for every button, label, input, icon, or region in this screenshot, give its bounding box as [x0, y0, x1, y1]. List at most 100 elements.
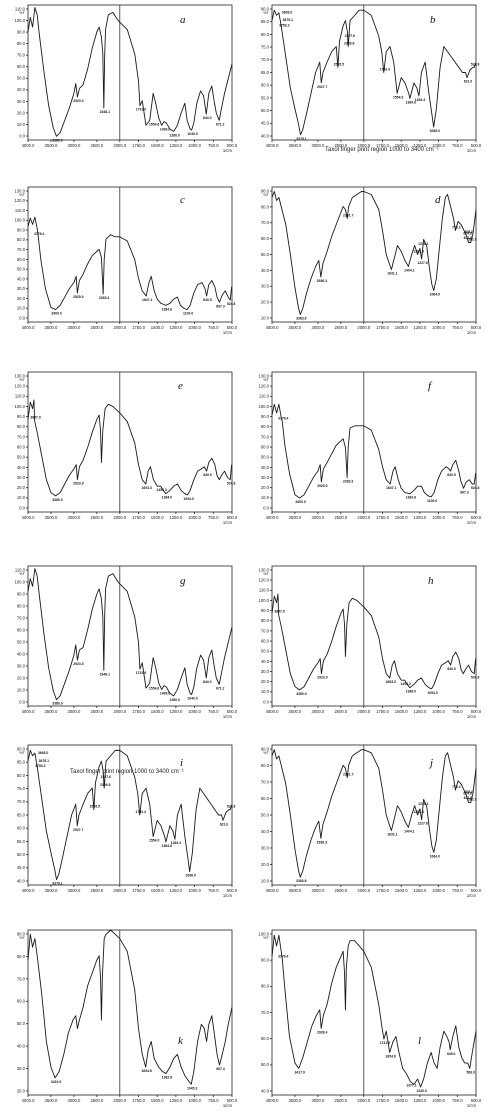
x-tick-label: 750.0 — [452, 143, 463, 148]
peak-label: 1064.0 — [430, 854, 440, 858]
x-tick-label: 3500.0 — [289, 888, 302, 893]
peak-label: 524.8 — [227, 805, 236, 809]
y-tick-label: 130.0 — [15, 373, 26, 378]
y-tick-label: 80.0 — [17, 773, 26, 778]
spectrum-line — [271, 934, 477, 1088]
peak-label: 1653.3 — [142, 486, 152, 490]
panel-letter-i: i — [180, 757, 184, 769]
y-tick-label: 90.0 — [17, 931, 26, 936]
y-tick-label: 70.0 — [17, 615, 26, 620]
x-tick-label: 3500.0 — [45, 515, 58, 520]
x-tick-label: 2500.0 — [90, 709, 103, 714]
chart-svg-a: 110.0 100.0 90.0 80.0 70.0 60.0 50.0 40.0 30.0 20… — [15, 4, 238, 153]
y-tick-label: 90.0 — [17, 591, 26, 596]
spectrum-line — [27, 568, 233, 701]
x-tick-label: 2500.0 — [334, 515, 347, 520]
x-tick-label: 1000.0 — [432, 1098, 445, 1103]
y-tick-label: 70.0 — [261, 434, 270, 439]
x-tick-label: 500.0 — [227, 515, 238, 520]
y-tick-label: 55.0 — [261, 95, 270, 100]
spectrum-line — [271, 9, 477, 136]
x-tick-label: 3000.0 — [311, 325, 324, 330]
x-tick-label: 1500.0 — [151, 888, 164, 893]
x-tick-label: 2500.0 — [334, 888, 347, 893]
peak-label: 3379.1 — [296, 137, 306, 141]
y-tick-label: 30.0 — [261, 284, 270, 289]
y-tick-label: 40.0 — [261, 1088, 270, 1093]
x-axis-unit: 1/cm — [223, 330, 233, 335]
peak-label: 844.0 — [203, 116, 212, 120]
y-tick-label: 70.0 — [17, 434, 26, 439]
y-tick-label: 100.0 — [15, 579, 26, 584]
x-tick-label: 1250.0 — [169, 515, 182, 520]
x-tick-label: 500.0 — [227, 1098, 238, 1103]
peak-label: 1066.0 — [185, 874, 195, 878]
peak-label: 840.5 — [447, 473, 456, 477]
peak-label: 3380.0 — [52, 138, 62, 142]
x-tick-label: 1750.0 — [132, 1098, 145, 1103]
y-tick-label: 90.0 — [261, 6, 270, 11]
x-axis-unit: 1/cm — [223, 714, 233, 719]
x-tick-label: 1500.0 — [395, 325, 408, 330]
y-tick-label: 70.0 — [261, 628, 270, 633]
x-tick-label: 2000.0 — [357, 143, 370, 148]
peak-label: 2927.7 — [73, 828, 83, 832]
peak-label: 3676.1 — [39, 759, 49, 763]
y-tick-label: 0.0 — [263, 699, 269, 704]
x-tick-label: 2000.0 — [357, 325, 370, 330]
x-tick-label: 4000.0 — [266, 143, 279, 148]
x-tick-label: 500.0 — [471, 325, 482, 330]
y-tick-label: 80.0 — [261, 32, 270, 37]
x-tick-label: 3500.0 — [45, 888, 58, 893]
y-tick-label: 10.0 — [261, 315, 270, 320]
y-tick-label: 80.0 — [261, 618, 270, 623]
peak-label: 624.8 — [463, 232, 472, 236]
peak-label: 1227.6 — [417, 261, 427, 265]
x-tick-label: 1500.0 — [395, 709, 408, 714]
x-axis-unit: 1/cm — [223, 148, 233, 153]
y-tick-label: 10.0 — [17, 687, 26, 692]
x-tick-label: 1750.0 — [132, 888, 145, 893]
y-tick-label: 90.0 — [261, 188, 270, 193]
y-tick-label: 45.0 — [261, 121, 270, 126]
x-tick-label: 1250.0 — [413, 143, 426, 148]
y-tick-label: 60.0 — [17, 64, 26, 69]
x-tick-label: 3000.0 — [311, 143, 324, 148]
y-tick-label: 60.0 — [17, 257, 26, 262]
y-tick-label: 50.0 — [17, 1021, 26, 1026]
peak-label: 608.0 — [465, 790, 474, 794]
y-tick-label: 100.0 — [259, 404, 270, 409]
peak-label: 1281.4 — [413, 250, 423, 254]
x-tick-label: 1500.0 — [151, 325, 164, 330]
y-axis-label: %T — [263, 10, 270, 15]
y-tick-label: 50.0 — [17, 455, 26, 460]
peak-label: 3380.0 — [52, 498, 62, 502]
x-tick-label: 3000.0 — [311, 709, 324, 714]
peak-label: 2565.5 — [334, 62, 344, 66]
y-tick-label: 60.0 — [17, 826, 26, 831]
panel-letter-h: h — [428, 575, 434, 587]
x-tick-label: 1750.0 — [376, 709, 389, 714]
peak-label: 2339.8 — [100, 783, 110, 787]
x-tick-label: 1500.0 — [151, 709, 164, 714]
y-tick-label: 65.0 — [17, 812, 26, 817]
y-tick-label: 70.0 — [17, 976, 26, 981]
peak-label: 1100.0 — [183, 312, 193, 316]
y-tick-label: 20.0 — [261, 679, 270, 684]
y-tick-label: 30.0 — [261, 845, 270, 850]
peak-label: 2565.5 — [90, 805, 100, 809]
y-tick-label: 90.0 — [17, 227, 26, 232]
y-tick-label: 20.0 — [17, 110, 26, 115]
y-tick-label: 80.0 — [17, 954, 26, 959]
x-tick-label: 2000.0 — [113, 143, 126, 148]
y-tick-label: 70.0 — [17, 53, 26, 58]
plot-frame — [27, 929, 233, 1096]
x-tick-label: 4000.0 — [22, 1098, 35, 1103]
peak-label: 1040.0 — [187, 697, 197, 701]
x-tick-label: 3000.0 — [67, 888, 80, 893]
x-tick-label: 1250.0 — [169, 143, 182, 148]
peak-label: 624.8 — [463, 791, 472, 795]
y-tick-label: 60.0 — [261, 236, 270, 241]
y-tick-label: 40.0 — [261, 829, 270, 834]
chart-svg-l: 100.0 90.0 80.0 70.0 60.0 50.0 40.0 %T 4000.0 350… — [259, 929, 482, 1108]
